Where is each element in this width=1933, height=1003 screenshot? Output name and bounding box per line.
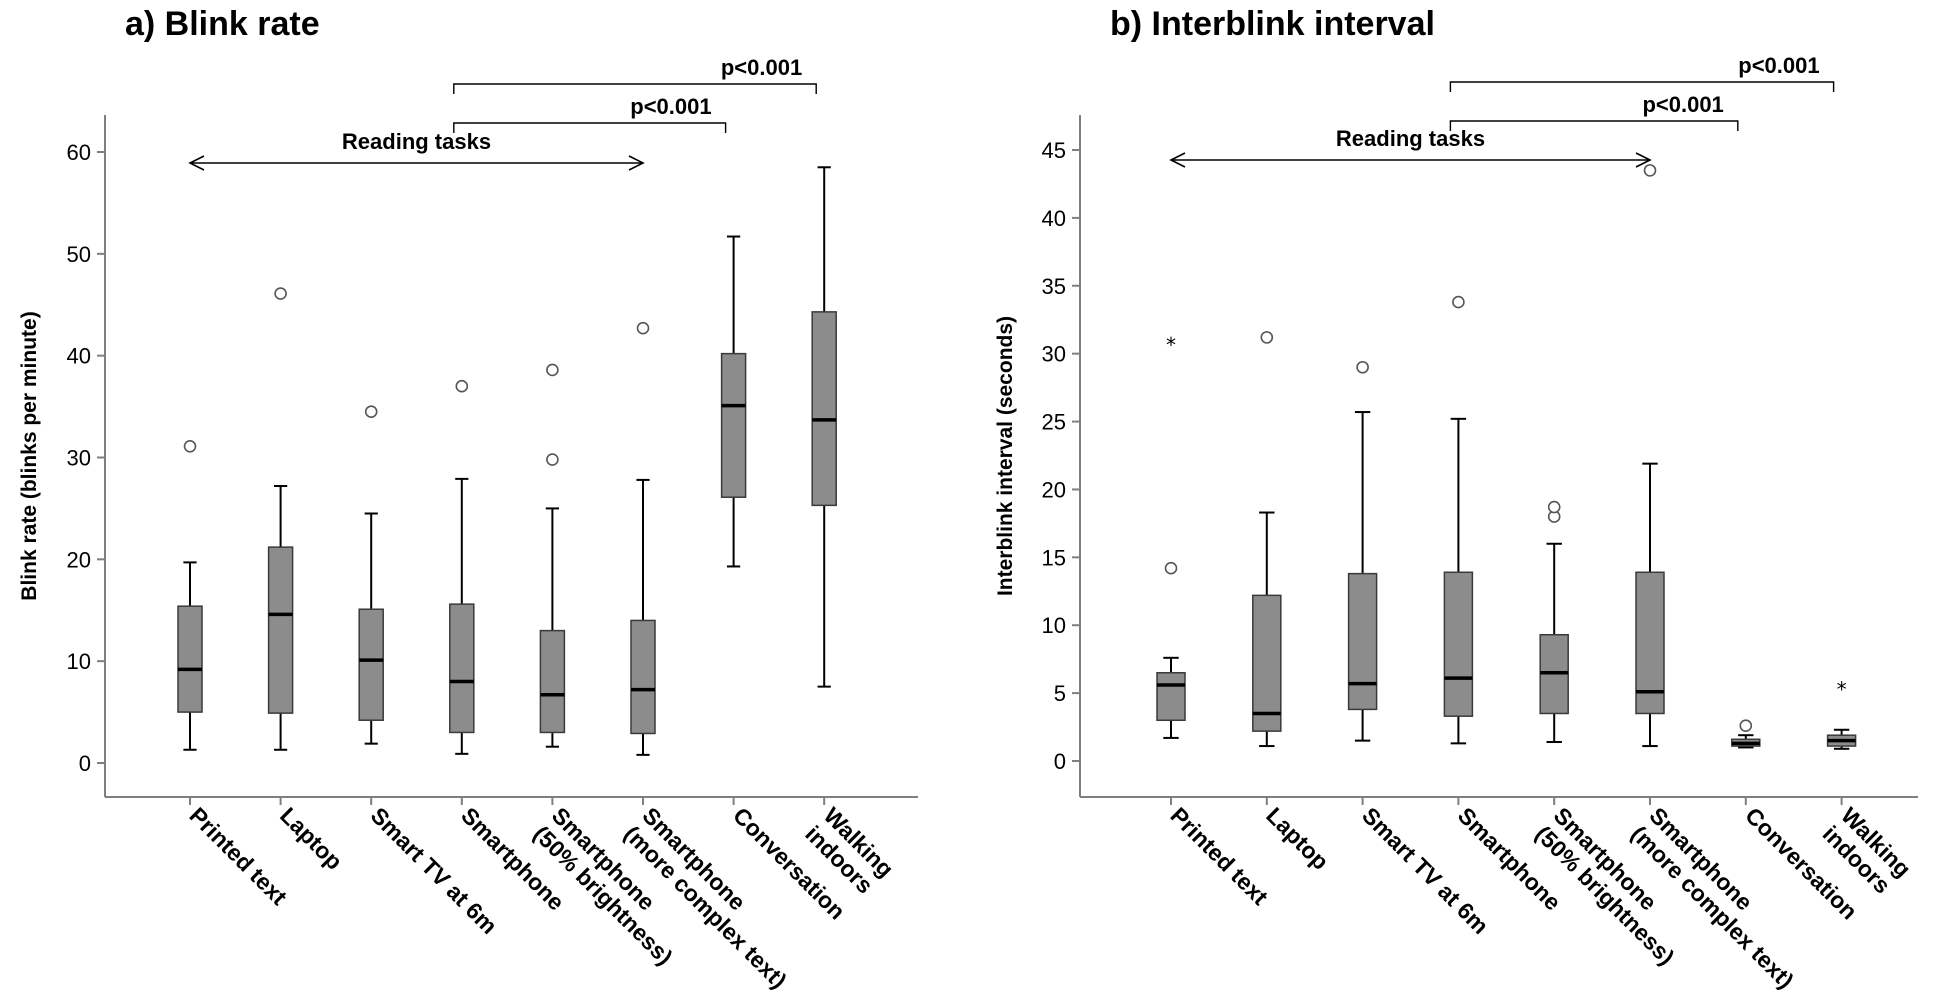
outlier-point (1452, 295, 1465, 309)
box-iqr (358, 608, 384, 721)
box-6 (720, 235, 747, 568)
y-axis-title: Interblink interval (seconds) (994, 316, 1017, 596)
category-label-line: Printed text (1165, 802, 1273, 910)
box-4 (1539, 500, 1569, 743)
category-label-line: Laptop (275, 802, 348, 875)
reading-tasks-label: Reading tasks (342, 129, 491, 154)
y-tick-label: 45 (1042, 138, 1066, 163)
box-5 (1635, 164, 1665, 748)
panel-blink-rate: a) Blink rate 0 10 20 30 40 50 60 Blink rate (bl… (18, 5, 918, 993)
y-tick-label: 5 (1054, 681, 1066, 706)
outlier-point (1643, 164, 1657, 177)
y-tick-label: 0 (79, 751, 91, 776)
significance-label: p<0.001 (630, 94, 711, 119)
y-tick-label: 30 (1042, 342, 1066, 367)
box-iqr (267, 546, 294, 714)
significance-bracket (453, 122, 727, 133)
outlier-point (455, 379, 469, 393)
box-iqr (630, 619, 656, 735)
box-iqr (1156, 671, 1186, 722)
significance-label: p<0.001 (721, 55, 802, 80)
box-3 (449, 379, 475, 755)
y-tick-label: 0 (1054, 749, 1066, 774)
box-7: * (1826, 678, 1857, 750)
outlier-point (1356, 360, 1369, 374)
category-label: Printed text (1165, 802, 1273, 910)
arrow-head-left (1169, 152, 1186, 168)
category-label-line: Laptop (1261, 802, 1334, 875)
panel-interblink-interval: b) Interblink interval 0 5 10 15 20 25 30 35 40 45… (994, 5, 1918, 993)
box-2 (358, 405, 384, 745)
box-iqr (1443, 571, 1474, 717)
significance-bracket (1449, 81, 1835, 92)
outlier-point (274, 287, 287, 300)
box-iqr (539, 629, 566, 734)
reading-tasks-label: Reading tasks (1336, 126, 1485, 151)
outlier-point (636, 321, 650, 335)
arrow-head-right (628, 155, 645, 171)
significance-bracket (453, 83, 817, 94)
extreme-point: * (1166, 333, 1176, 357)
chart-title: b) Interblink interval (1110, 5, 1435, 43)
y-tick-label: 10 (67, 649, 91, 674)
box-4 (539, 363, 566, 748)
box-1 (267, 287, 294, 751)
y-tick-label: 20 (67, 547, 91, 572)
y-tick-label: 25 (1042, 410, 1066, 435)
box-iqr (449, 603, 475, 734)
outlier-point (546, 363, 559, 377)
category-label: Laptop (275, 802, 348, 875)
arrow-head-left (188, 155, 205, 171)
box-0: * (1156, 333, 1186, 739)
significance-bracket (1449, 120, 1739, 131)
y-tick-label: 40 (67, 344, 91, 369)
y-tick-label: 35 (1042, 274, 1066, 299)
y-tick-label: 50 (67, 242, 91, 267)
outlier-point (1739, 719, 1753, 732)
y-tick-label: 40 (1042, 206, 1066, 231)
box-6 (1731, 719, 1761, 749)
outlier-point (1260, 331, 1274, 344)
box-iqr (177, 605, 203, 713)
outlier-point (1547, 500, 1561, 514)
box-7 (811, 166, 837, 688)
chart-title: a) Blink rate (125, 5, 320, 43)
box-2 (1347, 360, 1378, 742)
outlier-point (1164, 561, 1178, 575)
outlier-point (364, 405, 378, 418)
outlier-point (183, 439, 197, 453)
y-tick-label: 20 (1042, 477, 1066, 502)
significance-label: p<0.001 (1738, 53, 1819, 78)
box-iqr (1635, 571, 1665, 715)
y-tick-label: 30 (67, 446, 91, 471)
box-1 (1252, 331, 1282, 748)
y-tick-label: 15 (1042, 545, 1066, 570)
significance-label: p<0.001 (1642, 92, 1723, 117)
box-iqr (1252, 594, 1282, 732)
box-iqr (811, 311, 837, 507)
y-axis-title: Blink rate (blinks per minute) (18, 311, 41, 600)
y-tick-label: 10 (1042, 613, 1066, 638)
box-5 (630, 321, 656, 756)
outlier-point (546, 453, 559, 466)
box-0 (177, 439, 203, 751)
y-tick-label: 60 (67, 140, 91, 165)
extreme-point: * (1837, 678, 1847, 702)
category-label: Laptop (1261, 802, 1334, 875)
box-iqr (1347, 572, 1378, 711)
arrow-head-right (1635, 152, 1652, 168)
box-3 (1443, 295, 1474, 745)
box-iqr (720, 352, 747, 498)
